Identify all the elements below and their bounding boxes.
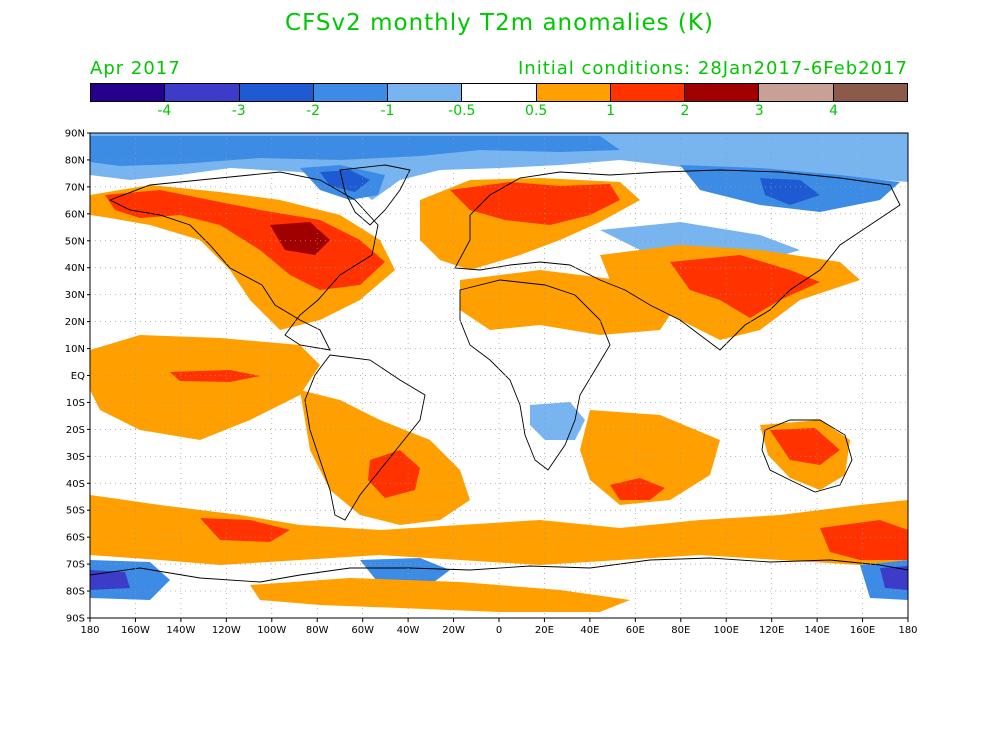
initial-conditions: Initial conditions: 28Jan2017-6Feb2017 — [517, 58, 908, 79]
longitude-label: 80W — [306, 625, 329, 636]
greenland-cold-core — [320, 170, 370, 192]
latitude-label: 30N — [65, 290, 85, 301]
color-legend — [90, 83, 908, 102]
coastlines — [90, 164, 908, 583]
arctic-cold-core — [90, 136, 620, 166]
legend-label: -1 — [380, 103, 395, 119]
longitude-label: 60E — [626, 625, 645, 636]
map-title: CFSv2 monthly T2m anomalies (K) — [285, 10, 714, 36]
legend-swatch-2 — [239, 84, 314, 101]
latitude-label: 70S — [66, 560, 85, 571]
latitude-label: 30S — [66, 452, 85, 463]
north-america-warm-core — [105, 190, 385, 290]
southern-ocean-warm — [90, 495, 908, 565]
latitude-label: 50S — [66, 506, 85, 517]
longitude-label: 120W — [212, 625, 241, 636]
longitude-label: 20W — [442, 625, 465, 636]
legend-swatch-5 — [462, 84, 537, 101]
latitude-label: 40N — [65, 263, 85, 274]
latitude-label: 80S — [66, 587, 85, 598]
antarctica-coast — [90, 557, 908, 583]
longitude-label: 100W — [257, 625, 286, 636]
siberia-cold-core — [760, 178, 820, 205]
legend-swatch-4 — [388, 84, 463, 101]
eurasia-coast — [454, 169, 901, 351]
legend-label: 1 — [606, 103, 615, 119]
greenland-coast — [339, 164, 411, 226]
legend-swatch-0 — [91, 84, 166, 101]
tropical-pacific-warm-core — [170, 370, 260, 382]
longitude-label: 140E — [804, 625, 829, 636]
axis-ticks — [87, 132, 909, 622]
longitude-label: 100E — [714, 625, 739, 636]
anomaly-fields — [90, 133, 908, 612]
legend-swatch-9 — [759, 84, 834, 101]
australia-coast — [761, 419, 853, 493]
latitude-label: 60S — [66, 533, 85, 544]
antarctic-cold-west-core — [90, 570, 130, 590]
longitude-label: 80E — [671, 625, 690, 636]
legend-label: 0.5 — [525, 103, 548, 119]
legend-label: -4 — [157, 103, 172, 119]
south-atlantic-warm-core — [368, 450, 420, 498]
legend-swatch-10 — [833, 84, 907, 101]
longitude-label: 40E — [580, 625, 599, 636]
longitude-label: 140W — [166, 625, 195, 636]
legend-label: -2 — [306, 103, 321, 119]
legend-swatch-8 — [685, 84, 760, 101]
north-america-hot-core — [270, 222, 330, 255]
forecast-month: Apr 2017 — [90, 58, 181, 79]
australia-warm-core — [770, 428, 840, 465]
tropical-pacific-warm — [90, 335, 320, 440]
latitude-labels: 90N 80N 70N 60N 50N 40N 30N 20N 10N EQ 10S 20S 30S 40… — [65, 129, 85, 625]
latitude-label: 20S — [66, 425, 85, 436]
latitude-label: 90S — [66, 614, 85, 625]
longitude-label: 0 — [496, 625, 502, 636]
longitude-label: 180 — [898, 625, 917, 636]
latitude-label: 20N — [65, 317, 85, 328]
antarctic-cold-atlantic — [360, 558, 450, 585]
longitude-label: 60W — [351, 625, 374, 636]
east-asia-warm-core — [670, 255, 820, 318]
longitude-label: 120E — [759, 625, 784, 636]
longitude-label: 160E — [850, 625, 875, 636]
legend-swatch-1 — [165, 84, 240, 101]
longitude-label: 160W — [121, 625, 150, 636]
longitude-label: 20E — [535, 625, 554, 636]
legend-label: 3 — [754, 103, 764, 119]
scandinavia-warm-core — [450, 182, 620, 225]
grid-lines — [90, 133, 908, 618]
longitude-labels: 180 160W 140W 120W 100W 80W 60W 40W 20W 0 20E 40E 60… — [80, 625, 917, 636]
latitude-label: 40S — [66, 479, 85, 490]
legend-swatch-6 — [536, 84, 611, 101]
legend-label: 4 — [829, 103, 839, 119]
legend-label: -0.5 — [448, 103, 476, 119]
antarctic-cold-east-core — [880, 566, 908, 590]
legend-label: 2 — [680, 103, 690, 119]
southern-ocean-warm-core-west — [200, 518, 290, 542]
latitude-label: 70N — [65, 182, 85, 193]
color-legend-labels: -4 -3 -2 -1 -0.5 0.5 1 2 3 4 — [90, 103, 908, 121]
latitude-label: 10N — [65, 344, 85, 355]
north-africa-warm — [460, 270, 680, 335]
latitude-label: 50N — [65, 236, 85, 247]
longitude-label: 180 — [80, 625, 99, 636]
antarctic-warm-belt — [250, 578, 630, 612]
latitude-label: 60N — [65, 209, 85, 220]
north-america-coast — [108, 171, 379, 351]
longitude-label: 40W — [397, 625, 420, 636]
southern-ocean-warm-core-east — [820, 520, 908, 560]
indian-ocean-warm-core — [610, 478, 665, 500]
legend-label: -3 — [231, 103, 246, 119]
latitude-label: 90N — [65, 129, 85, 140]
latitude-label: 80N — [65, 155, 85, 166]
south-america-coast — [304, 354, 426, 521]
latitude-label: 10S — [66, 398, 85, 409]
legend-swatch-7 — [610, 84, 686, 101]
indian-ocean-warm — [580, 410, 720, 505]
latitude-label: EQ — [71, 371, 85, 382]
legend-swatch-3 — [313, 84, 389, 101]
